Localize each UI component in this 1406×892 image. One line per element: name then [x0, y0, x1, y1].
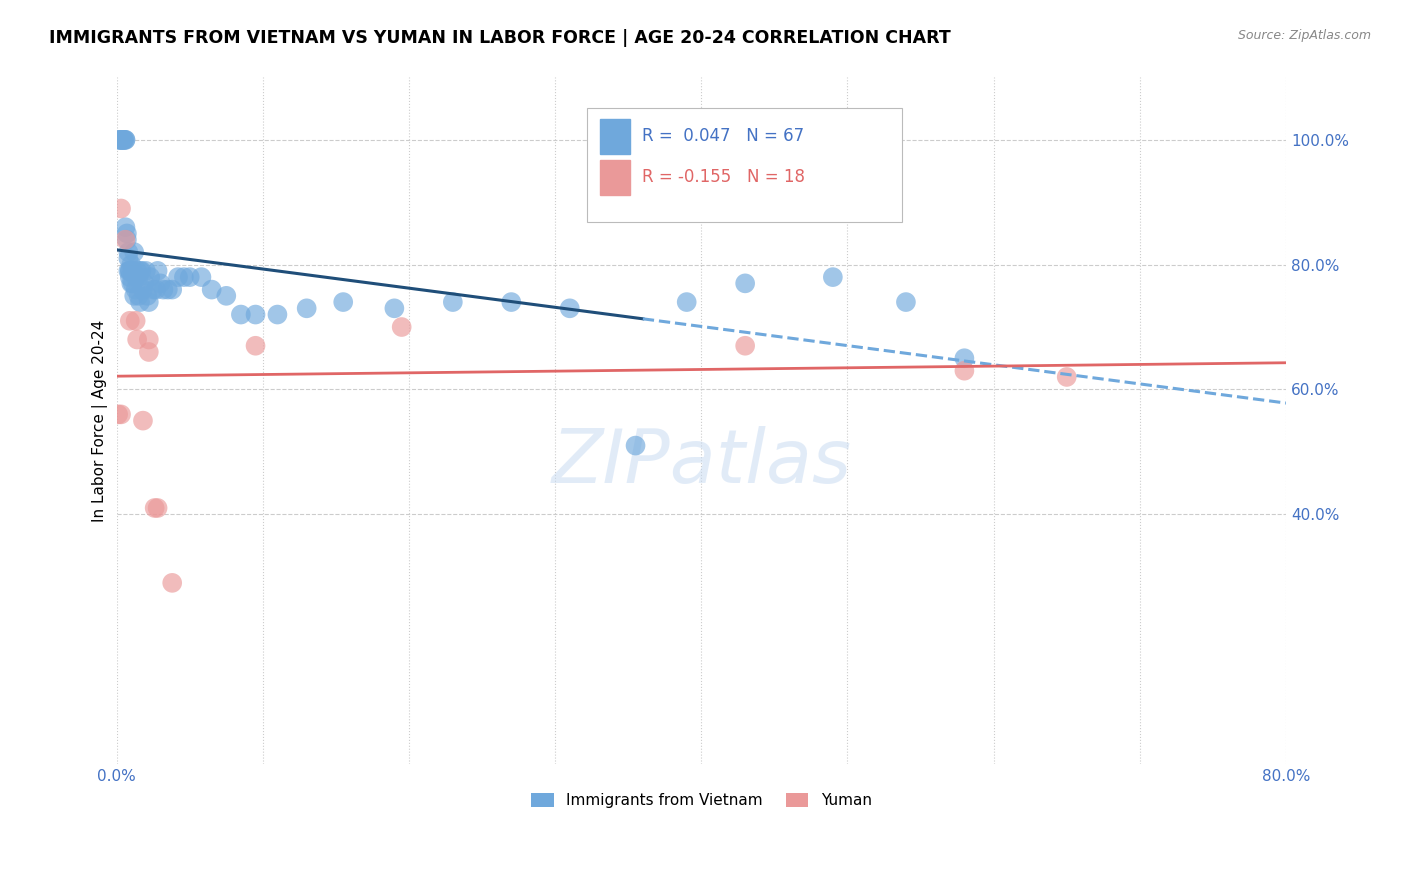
Point: [114, 220, 136, 235]
Point: [136, 289, 159, 303]
Point: [894, 295, 917, 310]
Text: IMMIGRANTS FROM VIETNAM VS YUMAN IN LABOR FORCE | AGE 20-24 CORRELATION CHART: IMMIGRANTS FROM VIETNAM VS YUMAN IN LABO…: [49, 29, 950, 46]
Text: R =  0.047   N = 67: R = 0.047 N = 67: [641, 127, 804, 145]
Point: [124, 283, 146, 297]
Point: [1056, 370, 1078, 384]
Point: [117, 264, 139, 278]
Point: [128, 289, 150, 303]
Point: [145, 283, 167, 297]
Point: [107, 408, 129, 422]
FancyBboxPatch shape: [586, 108, 903, 221]
Point: [167, 270, 190, 285]
Point: [129, 295, 152, 310]
Point: [110, 408, 132, 422]
FancyBboxPatch shape: [599, 160, 630, 195]
Point: [108, 133, 131, 147]
Text: ZIPatlas: ZIPatlas: [551, 425, 852, 498]
Point: [121, 277, 143, 291]
Point: [734, 339, 756, 353]
Point: [624, 439, 647, 453]
Point: [127, 264, 149, 278]
Point: [115, 227, 138, 241]
Point: [156, 283, 179, 297]
Point: [245, 339, 267, 353]
FancyBboxPatch shape: [599, 119, 630, 154]
Point: [111, 133, 134, 147]
Point: [441, 295, 464, 310]
Point: [821, 270, 844, 285]
Point: [122, 245, 145, 260]
Text: R = -0.155   N = 18: R = -0.155 N = 18: [641, 168, 804, 186]
Point: [134, 277, 156, 291]
Point: [149, 277, 172, 291]
Point: [118, 264, 141, 278]
Point: [135, 264, 157, 278]
Point: [114, 133, 136, 147]
Point: [146, 264, 169, 278]
Point: [138, 345, 160, 359]
Point: [190, 270, 212, 285]
Point: [179, 270, 201, 285]
Point: [128, 270, 150, 285]
Legend: Immigrants from Vietnam, Yuman: Immigrants from Vietnam, Yuman: [524, 788, 877, 814]
Point: [124, 270, 146, 285]
Point: [118, 314, 141, 328]
Point: [332, 295, 354, 310]
Point: [146, 500, 169, 515]
Point: [734, 277, 756, 291]
Point: [558, 301, 581, 316]
Point: [118, 264, 141, 278]
Point: [111, 133, 134, 147]
Point: [160, 283, 183, 297]
Point: [152, 283, 174, 297]
Point: [142, 283, 165, 297]
Point: [129, 264, 152, 278]
Point: [110, 133, 132, 147]
Point: [215, 289, 238, 303]
Point: [112, 133, 135, 147]
Point: [114, 133, 136, 147]
Point: [120, 277, 142, 291]
Point: [108, 133, 131, 147]
Point: [120, 258, 142, 272]
Point: [117, 252, 139, 266]
Point: [245, 308, 267, 322]
Point: [675, 295, 697, 310]
Point: [115, 233, 138, 247]
Point: [160, 575, 183, 590]
Point: [201, 283, 224, 297]
Point: [953, 351, 976, 366]
Point: [391, 320, 413, 334]
Point: [295, 301, 318, 316]
Point: [173, 270, 195, 285]
Point: [117, 245, 139, 260]
Point: [138, 295, 160, 310]
Point: [132, 283, 155, 297]
Point: [124, 314, 146, 328]
Y-axis label: In Labor Force | Age 20-24: In Labor Force | Age 20-24: [93, 319, 108, 522]
Point: [138, 333, 160, 347]
Point: [118, 270, 141, 285]
Point: [114, 233, 136, 247]
Point: [139, 270, 162, 285]
Text: Source: ZipAtlas.com: Source: ZipAtlas.com: [1237, 29, 1371, 42]
Point: [501, 295, 523, 310]
Point: [143, 500, 166, 515]
Point: [382, 301, 405, 316]
Point: [953, 364, 976, 378]
Point: [132, 414, 155, 428]
Point: [127, 333, 149, 347]
Point: [110, 202, 132, 216]
Point: [266, 308, 288, 322]
Point: [122, 289, 145, 303]
Point: [121, 264, 143, 278]
Point: [229, 308, 252, 322]
Point: [131, 264, 153, 278]
Point: [112, 133, 135, 147]
Point: [110, 133, 132, 147]
